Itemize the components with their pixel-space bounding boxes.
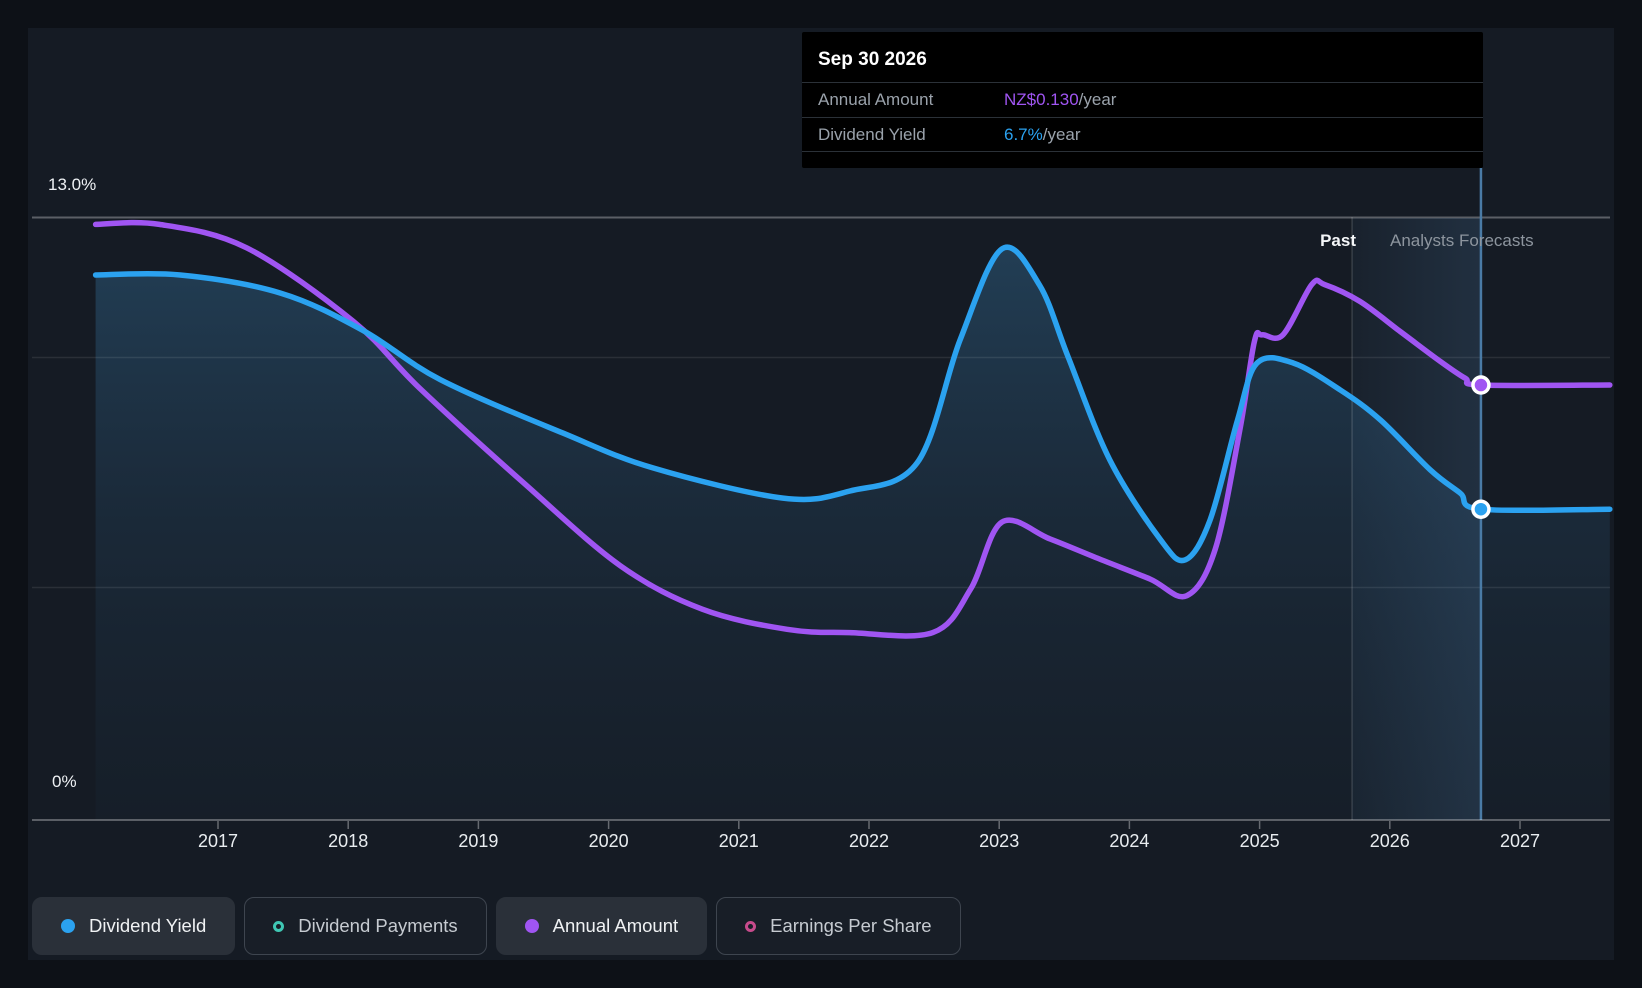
chart-legend: Dividend Yield Dividend Payments Annual Am… [32, 897, 961, 955]
tooltip-suffix: /year [1042, 124, 1081, 144]
legend-button-dividend-payments[interactable]: Dividend Payments [244, 897, 487, 955]
tooltip-value: 6.7% [1004, 124, 1043, 144]
tooltip-value: NZ$0.130 [1004, 90, 1079, 109]
x-axis-label-2021: 2021 [718, 831, 759, 851]
x-axis-label-2017: 2017 [197, 831, 239, 851]
x-axis-label-2024: 2024 [1109, 831, 1150, 851]
tooltip-row-dividend-yield: Dividend Yield 6.7% /year [802, 117, 1483, 152]
x-axis-label-2022: 2022 [848, 831, 890, 851]
earnings-per-share-swatch-icon [745, 920, 757, 932]
dividend-payments-swatch-icon [273, 920, 285, 932]
legend-label: Annual Amount [552, 915, 679, 936]
x-axis-label-2027: 2027 [1499, 831, 1541, 851]
legend-label: Earnings Per Share [770, 915, 932, 936]
annual-amount-line [92, 219, 1613, 639]
tooltip-row-annual-amount: Annual Amount NZ$0.130 /year [802, 82, 1483, 117]
dividend-yield-area [95, 247, 1610, 820]
legend-button-annual-amount[interactable]: Annual Amount [495, 897, 708, 955]
y-axis-max-label: 13.0% [48, 175, 97, 194]
x-axis-label-2018: 2018 [328, 831, 369, 851]
legend-button-earnings-per-share[interactable]: Earnings Per Share [716, 897, 961, 955]
forecast-band [1352, 218, 1481, 820]
tooltip-label: Annual Amount [818, 90, 934, 109]
tooltip-suffix: /year [1078, 90, 1117, 109]
dividend-yield-line [92, 244, 1613, 564]
annual-amount-marker[interactable] [1471, 375, 1491, 395]
dividend-yield-marker[interactable] [1471, 499, 1491, 519]
tooltip-date: Sep 30 2026 [818, 49, 927, 70]
x-axis-label-2019: 2019 [458, 831, 499, 851]
x-axis-label-2020: 2020 [588, 831, 629, 851]
legend-label: Dividend Yield [89, 915, 207, 936]
chart-tooltip: Sep 30 2026 Annual Amount NZ$0.130 /year… [802, 32, 1483, 168]
tooltip-label: Dividend Yield [818, 124, 926, 144]
x-axis-ticks [217, 821, 1521, 829]
past-label: Past [1320, 231, 1356, 250]
annual-amount-swatch-icon [524, 919, 539, 933]
x-axis-label-2023: 2023 [979, 831, 1020, 851]
x-axis-label-2026: 2026 [1369, 831, 1410, 851]
dividend-yield-swatch-icon [61, 919, 75, 933]
legend-label: Dividend Payments [298, 915, 458, 936]
x-axis-label-2025: 2025 [1239, 831, 1280, 851]
legend-button-dividend-yield[interactable]: Dividend Yield [32, 897, 236, 955]
forecasts-label: Analysts Forecasts [1390, 231, 1534, 250]
y-axis-zero-label: 0% [52, 772, 77, 791]
